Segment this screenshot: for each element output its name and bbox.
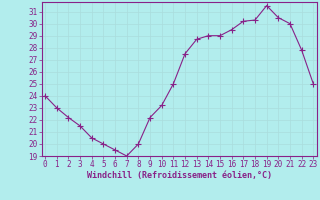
X-axis label: Windchill (Refroidissement éolien,°C): Windchill (Refroidissement éolien,°C) xyxy=(87,171,272,180)
